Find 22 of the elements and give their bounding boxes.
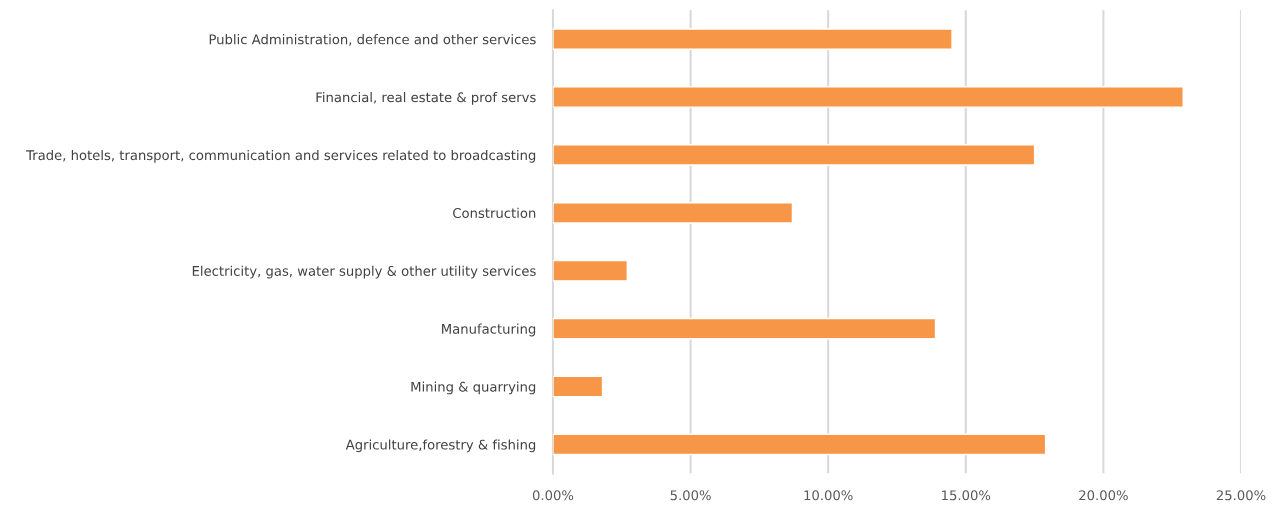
x-tick-label: 10.00% bbox=[804, 490, 853, 501]
y-tick-label: Financial, real estate & prof servs bbox=[316, 92, 536, 105]
bar bbox=[552, 144, 1036, 166]
x-tick-label: 5.00% bbox=[670, 490, 711, 501]
y-tick-label: Electricity, gas, water supply & other utility services bbox=[192, 265, 536, 279]
y-tick-label: Construction bbox=[453, 207, 536, 219]
bar bbox=[552, 28, 953, 50]
bar bbox=[552, 86, 1184, 108]
x-tick-label: 25.00% bbox=[1216, 490, 1266, 501]
y-tick-label: Mining & quarrying bbox=[411, 381, 536, 395]
y-tick-label: Trade, hotels, transport, communication and services related to broadcasting bbox=[26, 149, 536, 163]
bar bbox=[552, 317, 937, 340]
y-tick-label: Agriculture,forestry & fishing bbox=[345, 439, 536, 453]
x-tick-label: 20.00% bbox=[1079, 490, 1128, 501]
bar bbox=[552, 201, 794, 224]
x-tick-label: 0.00% bbox=[532, 490, 574, 501]
bar bbox=[552, 433, 1047, 456]
bar bbox=[552, 375, 604, 398]
x-tick-label: 15.00% bbox=[942, 490, 991, 501]
y-tick-label: Manufacturing bbox=[442, 323, 536, 337]
bar bbox=[552, 259, 628, 282]
y-tick-label: Public Administration, defence and other services bbox=[209, 34, 536, 46]
